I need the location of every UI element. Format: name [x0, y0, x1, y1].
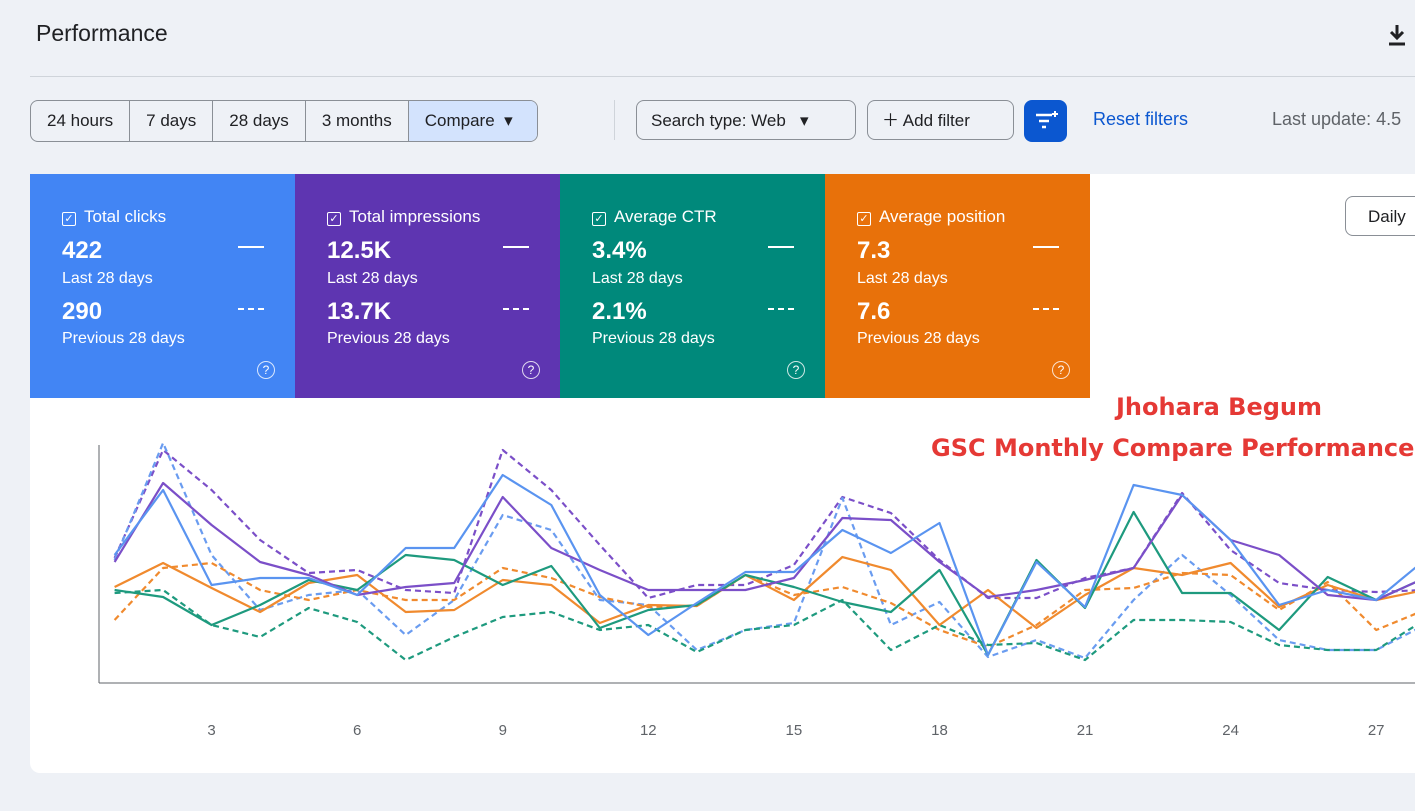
add-filter-button[interactable]: ＋ Add filter	[867, 100, 1014, 140]
metric-label: Average position	[879, 207, 1006, 226]
filter-icon-button[interactable]	[1024, 100, 1067, 142]
dashed-legend	[768, 308, 794, 310]
compare-label: Compare	[424, 111, 495, 130]
range-button[interactable]: 7 days	[130, 101, 214, 141]
metric-current: 422	[62, 237, 103, 264]
solid-legend	[768, 246, 794, 248]
search-type-label: Search type: Web	[651, 111, 786, 130]
help-icon: ?	[257, 361, 275, 379]
metric-label: Average CTR	[614, 207, 717, 226]
period-label: Last 28 days	[592, 270, 683, 287]
solid-legend	[1033, 246, 1059, 248]
metric-label-row: ✓ Total clicks	[62, 207, 166, 227]
range-button[interactable]: 28 days	[213, 101, 306, 141]
compare-button[interactable]: Compare ▾	[408, 101, 537, 141]
metric-label: Total clicks	[84, 207, 167, 226]
add-filter-label: Add filter	[902, 111, 970, 130]
metric-previous: 2.1%	[592, 298, 647, 325]
series-line	[114, 555, 1415, 630]
period-label: Previous 28 days	[857, 330, 980, 347]
granularity-button[interactable]: Daily	[1345, 196, 1415, 236]
metric-current: 12.5K	[327, 237, 392, 264]
metric-previous: 290	[62, 298, 103, 325]
series-line	[113, 441, 1415, 660]
period-label: Last 28 days	[327, 270, 418, 287]
x-tick-label: 18	[931, 722, 948, 739]
solid-legend	[238, 246, 264, 248]
x-tick-label: 24	[1222, 722, 1239, 739]
series-line	[113, 448, 1415, 600]
download-icon[interactable]	[1386, 23, 1408, 47]
annotation: GSC Monthly Compare Performance	[931, 434, 1415, 462]
date-range: 24 hours 7 days 28 days 3 months Compare…	[30, 100, 538, 142]
dashed-legend	[238, 308, 264, 310]
search-type-button[interactable]: Search type: Web ▾	[636, 100, 856, 140]
metric-label-row: ✓ Average position	[857, 207, 1005, 227]
x-tick-label: 6	[353, 722, 361, 739]
dashed-legend	[1033, 308, 1059, 310]
x-tick-label: 21	[1077, 722, 1094, 739]
x-tick-label: 12	[640, 722, 657, 739]
reset-filters-link[interactable]: Reset filters	[1093, 109, 1189, 129]
metric-current: 3.4%	[592, 237, 647, 264]
period-label: Last 28 days	[857, 270, 948, 287]
series-line	[113, 473, 1415, 657]
solid-legend	[503, 246, 529, 248]
divider	[30, 76, 1415, 77]
annotation: Jhohara Begum	[1116, 393, 1323, 421]
metric-previous: 13.7K	[327, 298, 392, 325]
range-button[interactable]: 24 hours	[31, 101, 131, 141]
help-icon: ?	[787, 361, 805, 379]
metric-card[interactable]: ✓ Total clicks 422 Last 28 days 290 Previous …	[30, 174, 295, 398]
period-label: Previous 28 days	[327, 330, 450, 347]
metric-card[interactable]: ✓ Average CTR 3.4% Last 28 days 2.1% Previous…	[560, 174, 825, 398]
checkbox: ✓	[327, 212, 341, 226]
x-tick-label: 15	[786, 722, 803, 739]
metric-card[interactable]: ✓ Total impressions 12.5K Last 28 days 13.7K…	[295, 174, 560, 398]
metric-current: 7.3	[857, 237, 891, 264]
checkbox: ✓	[62, 212, 76, 226]
page-title: Performance	[36, 20, 168, 46]
range-button[interactable]: 3 months	[306, 101, 409, 141]
dashed-legend	[503, 308, 529, 310]
help-icon: ?	[522, 361, 540, 379]
checkbox: ✓	[592, 212, 606, 226]
x-tick-label: 9	[499, 722, 507, 739]
help-icon: ?	[1052, 361, 1070, 379]
granularity-label: Daily	[1368, 207, 1406, 226]
separator	[614, 100, 615, 140]
metric-previous: 7.6	[857, 298, 891, 325]
metric-card[interactable]: ✓ Average position 7.3 Last 28 days 7.6 Previ…	[825, 174, 1090, 398]
period-label: Previous 28 days	[592, 330, 715, 347]
x-tick-label: 3	[207, 722, 215, 739]
series-line	[114, 588, 1415, 662]
period-label: Last 28 days	[62, 270, 153, 287]
filter-icon	[1036, 111, 1058, 129]
period-label: Previous 28 days	[62, 330, 185, 347]
metric-label-row: ✓ Total impressions	[327, 207, 480, 227]
last-update: Last update: 4.5	[1272, 109, 1402, 129]
checkbox: ✓	[857, 212, 871, 226]
x-tick-label: 27	[1368, 722, 1385, 739]
metric-label: Total impressions	[349, 207, 481, 226]
metric-label-row: ✓ Average CTR	[592, 207, 717, 227]
